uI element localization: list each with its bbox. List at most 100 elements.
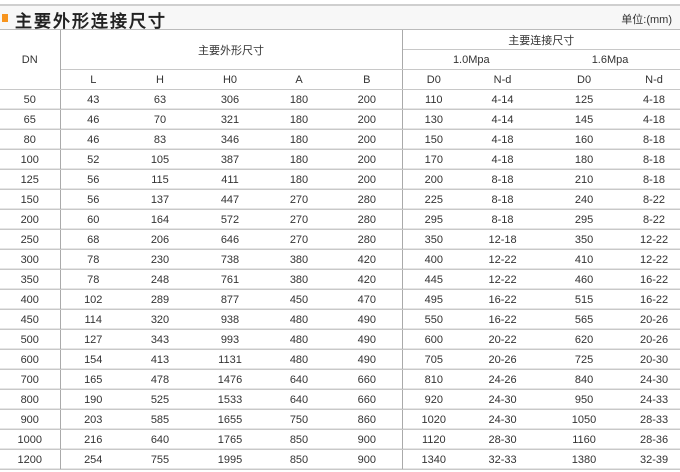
- table-cell: 4-18: [465, 149, 541, 170]
- table-cell: 620: [540, 329, 629, 350]
- table-cell: 1533: [194, 389, 266, 410]
- header-pressure-2: 1.6Mpa: [540, 49, 680, 70]
- table-cell: 321: [194, 109, 266, 130]
- table-cell: 270: [266, 229, 332, 250]
- table-cell: 250: [0, 229, 61, 250]
- table-cell: 4-18: [465, 129, 541, 150]
- column-header-d0: D0: [540, 69, 629, 90]
- table-cell: 860: [332, 409, 403, 430]
- table-cell: 515: [540, 289, 629, 310]
- table-cell: 600: [402, 329, 466, 350]
- table-cell: 28-36: [628, 429, 680, 450]
- table-cell: 200: [402, 169, 466, 190]
- table-cell: 114: [60, 309, 126, 330]
- table-cell: 20-26: [628, 329, 680, 350]
- column-header-l: L: [60, 69, 126, 90]
- table-cell: 32-39: [628, 449, 680, 470]
- table-cell: 50: [0, 89, 61, 110]
- table-cell: 63: [126, 89, 194, 110]
- table-cell: 150: [402, 129, 466, 150]
- table-cell: 115: [126, 169, 194, 190]
- table-cell: 78: [60, 269, 126, 290]
- table-cell: 137: [126, 189, 194, 210]
- table-cell: 840: [540, 369, 629, 390]
- table-cell: 16-22: [465, 289, 541, 310]
- table-row: 100 52 105 387 180 200 170 4-18 180 8-18: [0, 149, 680, 170]
- table-cell: 450: [266, 289, 332, 310]
- table-cell: 380: [266, 249, 332, 270]
- table-cell: 460: [540, 269, 629, 290]
- table-cell: 280: [332, 189, 403, 210]
- table-cell: 495: [402, 289, 466, 310]
- header-connection-dimensions: 主要连接尺寸: [402, 30, 680, 50]
- table-cell: 20-26: [465, 349, 541, 370]
- table-cell: 938: [194, 309, 266, 330]
- table-cell: 1000: [0, 429, 61, 450]
- table-cell: 254: [60, 449, 126, 470]
- table-cell: 306: [194, 89, 266, 110]
- table-cell: 8-18: [628, 129, 680, 150]
- table-cell: 8-18: [465, 189, 541, 210]
- top-divider: [0, 4, 680, 6]
- table-cell: 160: [540, 129, 629, 150]
- table-cell: 125: [0, 169, 61, 190]
- table-cell: 32-33: [465, 449, 541, 470]
- dimension-table: DN 主要外形尺寸 主要连接尺寸 1.0Mpa 1.6Mpa L H H0 A B D0 N…: [0, 30, 680, 470]
- table-cell: 16-22: [628, 289, 680, 310]
- table-cell: 900: [332, 449, 403, 470]
- table-cell: 420: [332, 249, 403, 270]
- table-cell: 248: [126, 269, 194, 290]
- table-cell: 1120: [402, 429, 466, 450]
- table-cell: 28-33: [628, 409, 680, 430]
- table-cell: 200: [0, 209, 61, 230]
- table-cell: 200: [332, 109, 403, 130]
- table-row: 200 60 164 572 270 280 295 8-18 295 8-22: [0, 209, 680, 230]
- table-cell: 203: [60, 409, 126, 430]
- table-cell: 1050: [540, 409, 629, 430]
- table-cell: 490: [332, 329, 403, 350]
- table-cell: 68: [60, 229, 126, 250]
- table-cell: 300: [0, 249, 61, 270]
- table-cell: 4-14: [465, 109, 541, 130]
- table-cell: 900: [332, 429, 403, 450]
- table-cell: 216: [60, 429, 126, 450]
- table-row: 450 114 320 938 480 490 550 16-22 565 20-26: [0, 309, 680, 330]
- table-cell: 1380: [540, 449, 629, 470]
- table-cell: 700: [0, 369, 61, 390]
- table-cell: 12-22: [465, 249, 541, 270]
- table-cell: 230: [126, 249, 194, 270]
- table-row: 400 102 289 877 450 470 495 16-22 515 16-22: [0, 289, 680, 310]
- table-row: 250 68 206 646 270 280 350 12-18 350 12-22: [0, 229, 680, 250]
- table-cell: 180: [266, 89, 332, 110]
- header-outline-dimensions: 主要外形尺寸: [60, 30, 403, 70]
- column-header-n-d: N-d: [465, 69, 541, 90]
- header-pressure-1: 1.0Mpa: [402, 49, 541, 70]
- table-cell: 280: [332, 209, 403, 230]
- table-cell: 1200: [0, 449, 61, 470]
- column-header-b: B: [332, 69, 403, 90]
- table-cell: 343: [126, 329, 194, 350]
- table-cell: 1160: [540, 429, 629, 450]
- table-cell: 56: [60, 189, 126, 210]
- table-cell: 165: [60, 369, 126, 390]
- unit-label: 单位:(mm): [621, 14, 672, 26]
- table-cell: 1655: [194, 409, 266, 430]
- table-cell: 525: [126, 389, 194, 410]
- column-header-h: H: [126, 69, 194, 90]
- table-cell: 350: [0, 269, 61, 290]
- table-cell: 420: [332, 269, 403, 290]
- table-cell: 1340: [402, 449, 466, 470]
- table-cell: 43: [60, 89, 126, 110]
- table-cell: 180: [266, 169, 332, 190]
- table-cell: 52: [60, 149, 126, 170]
- table-cell: 640: [266, 369, 332, 390]
- table-cell: 12-18: [465, 229, 541, 250]
- table-cell: 400: [0, 289, 61, 310]
- table-cell: 585: [126, 409, 194, 430]
- table-row: 700 165 478 1476 640 660 810 24-26 840 24-30: [0, 369, 680, 390]
- table-cell: 240: [540, 189, 629, 210]
- table-cell: 70: [126, 109, 194, 130]
- table-cell: 705: [402, 349, 466, 370]
- table-row: 800 190 525 1533 640 660 920 24-30 950 24-33: [0, 389, 680, 410]
- table-cell: 750: [266, 409, 332, 430]
